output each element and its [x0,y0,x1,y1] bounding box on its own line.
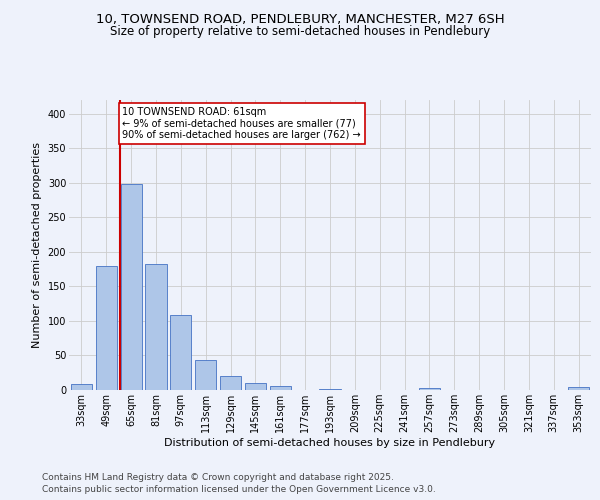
X-axis label: Distribution of semi-detached houses by size in Pendlebury: Distribution of semi-detached houses by … [164,438,496,448]
Bar [145,264,167,390]
Bar [71,384,92,390]
Bar [568,387,589,390]
Bar [220,376,241,390]
Bar [245,383,266,390]
Bar [96,266,117,390]
Text: 10, TOWNSEND ROAD, PENDLEBURY, MANCHESTER, M27 6SH: 10, TOWNSEND ROAD, PENDLEBURY, MANCHESTE… [95,12,505,26]
Y-axis label: Number of semi-detached properties: Number of semi-detached properties [32,142,42,348]
Bar [419,388,440,390]
Text: Contains HM Land Registry data © Crown copyright and database right 2025.: Contains HM Land Registry data © Crown c… [42,472,394,482]
Bar [270,386,291,390]
Text: 10 TOWNSEND ROAD: 61sqm
← 9% of semi-detached houses are smaller (77)
90% of sem: 10 TOWNSEND ROAD: 61sqm ← 9% of semi-det… [122,107,361,140]
Bar [170,314,191,390]
Bar [121,184,142,390]
Text: Contains public sector information licensed under the Open Government Licence v3: Contains public sector information licen… [42,485,436,494]
Bar [319,388,341,390]
Bar [195,360,216,390]
Text: Size of property relative to semi-detached houses in Pendlebury: Size of property relative to semi-detach… [110,25,490,38]
